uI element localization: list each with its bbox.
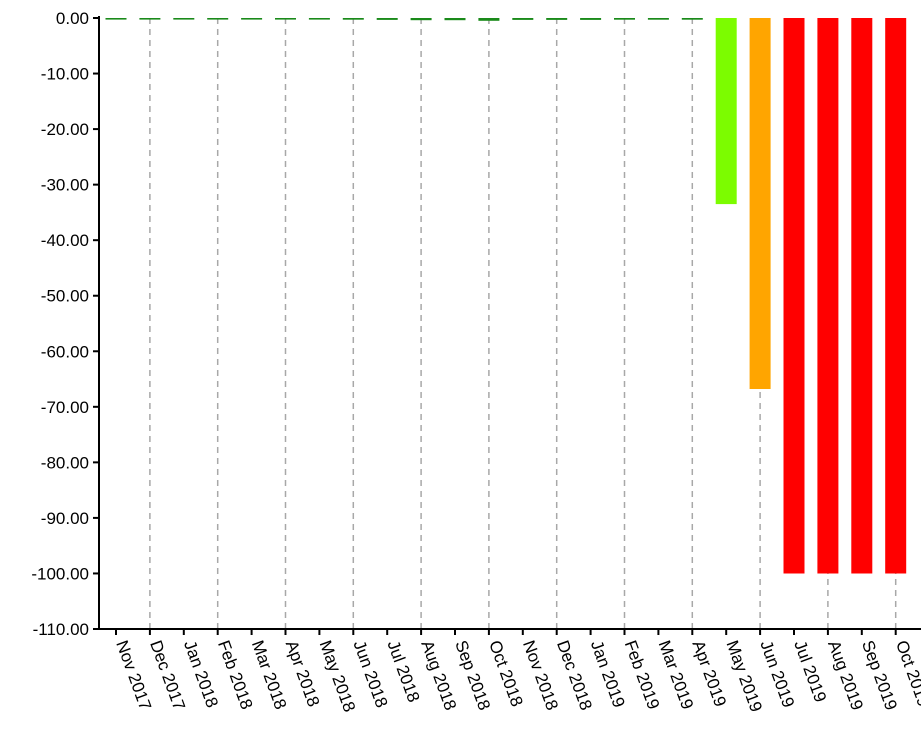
bar — [647, 18, 669, 20]
bar — [715, 18, 737, 205]
bar — [749, 18, 771, 389]
bar — [885, 18, 907, 574]
bar — [783, 18, 805, 574]
y-tick-label: -40.00 — [41, 231, 89, 250]
bars — [105, 18, 907, 574]
y-tick-label: -90.00 — [41, 509, 89, 528]
bar — [614, 18, 635, 20]
bar — [851, 18, 873, 574]
bar — [444, 18, 466, 21]
bar — [580, 18, 602, 20]
bar — [105, 18, 127, 20]
bar — [817, 18, 839, 574]
bar — [207, 18, 229, 20]
bar — [546, 18, 568, 20]
bar — [139, 18, 161, 20]
bar — [410, 18, 432, 21]
y-tick-label: -50.00 — [41, 287, 89, 306]
y-tick-label: -80.00 — [41, 453, 89, 472]
bar — [275, 18, 296, 20]
x-tick-label: Jul 2019 — [790, 638, 830, 705]
y-tick-label: -70.00 — [41, 398, 89, 417]
bar — [681, 18, 703, 20]
y-tick-label: -100.00 — [31, 564, 89, 583]
bar — [173, 18, 195, 20]
y-tick-label: -20.00 — [41, 120, 89, 139]
bar — [342, 18, 364, 20]
y-tick-label: -60.00 — [41, 342, 89, 361]
y-tick-label: -10.00 — [41, 65, 89, 84]
y-axis: 0.00 -10.00 -20.00 -30.00 -40.00 -50.00 -60.00… — [31, 9, 100, 639]
x-tick-label: Jul 2018 — [383, 638, 423, 705]
y-tick-label: 0.00 — [56, 9, 89, 28]
y-tick-label: -110.00 — [33, 620, 89, 639]
y-tick-label: -30.00 — [41, 176, 89, 195]
bar — [376, 18, 398, 20]
bar — [241, 18, 263, 20]
bar — [308, 18, 330, 20]
bar — [478, 18, 500, 21]
bar — [512, 18, 534, 20]
